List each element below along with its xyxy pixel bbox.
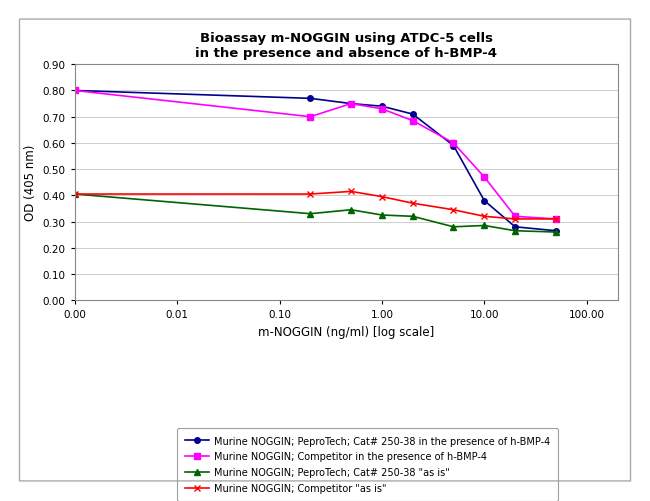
Murine NOGGIN; Competitor in the presence of h-BMP-4 bbox=[306, 114, 314, 120]
Murine NOGGIN; Competitor in the presence of h-BMP-4 bbox=[409, 118, 417, 124]
Murine NOGGIN; PeproTech; Cat# 250-38 in the presence of h-BMP-4 bbox=[511, 224, 519, 230]
Murine NOGGIN; Competitor in the presence of h-BMP-4 bbox=[552, 216, 560, 222]
Title: Bioassay m-NOGGIN using ATDC-5 cells
in the presence and absence of h-BMP-4: Bioassay m-NOGGIN using ATDC-5 cells in … bbox=[195, 32, 497, 60]
Murine NOGGIN; PeproTech; Cat# 250-38 "as is" bbox=[347, 207, 355, 213]
Murine NOGGIN; Competitor "as is" bbox=[71, 191, 79, 197]
Murine NOGGIN; Competitor in the presence of h-BMP-4 bbox=[378, 107, 386, 113]
Murine NOGGIN; Competitor "as is" bbox=[450, 207, 458, 213]
Murine NOGGIN; PeproTech; Cat# 250-38 in the presence of h-BMP-4 bbox=[552, 228, 560, 234]
X-axis label: m-NOGGIN (ng/ml) [log scale]: m-NOGGIN (ng/ml) [log scale] bbox=[258, 325, 434, 338]
Murine NOGGIN; Competitor in the presence of h-BMP-4 bbox=[347, 101, 355, 107]
Murine NOGGIN; PeproTech; Cat# 250-38 in the presence of h-BMP-4 bbox=[71, 88, 79, 94]
Murine NOGGIN; Competitor in the presence of h-BMP-4 bbox=[511, 214, 519, 220]
Murine NOGGIN; PeproTech; Cat# 250-38 "as is" bbox=[552, 229, 560, 235]
Murine NOGGIN; PeproTech; Cat# 250-38 in the presence of h-BMP-4 bbox=[306, 96, 314, 102]
Murine NOGGIN; PeproTech; Cat# 250-38 "as is" bbox=[306, 211, 314, 217]
Murine NOGGIN; PeproTech; Cat# 250-38 in the presence of h-BMP-4 bbox=[450, 143, 458, 149]
Y-axis label: OD (405 nm): OD (405 nm) bbox=[24, 145, 37, 221]
Murine NOGGIN; PeproTech; Cat# 250-38 "as is" bbox=[480, 223, 488, 229]
Legend: Murine NOGGIN; PeproTech; Cat# 250-38 in the presence of h-BMP-4, Murine NOGGIN;: Murine NOGGIN; PeproTech; Cat# 250-38 in… bbox=[177, 428, 558, 501]
Murine NOGGIN; PeproTech; Cat# 250-38 "as is" bbox=[71, 191, 79, 197]
Murine NOGGIN; Competitor "as is" bbox=[347, 189, 355, 195]
Murine NOGGIN; PeproTech; Cat# 250-38 in the presence of h-BMP-4 bbox=[378, 104, 386, 110]
Murine NOGGIN; Competitor in the presence of h-BMP-4 bbox=[71, 88, 79, 94]
Murine NOGGIN; PeproTech; Cat# 250-38 "as is" bbox=[409, 214, 417, 220]
Murine NOGGIN; PeproTech; Cat# 250-38 in the presence of h-BMP-4 bbox=[409, 112, 417, 118]
Murine NOGGIN; Competitor "as is" bbox=[409, 201, 417, 207]
Murine NOGGIN; Competitor "as is" bbox=[480, 214, 488, 220]
Murine NOGGIN; PeproTech; Cat# 250-38 in the presence of h-BMP-4 bbox=[480, 198, 488, 204]
Murine NOGGIN; Competitor "as is" bbox=[511, 216, 519, 222]
Line: Murine NOGGIN; Competitor "as is": Murine NOGGIN; Competitor "as is" bbox=[72, 189, 558, 222]
Murine NOGGIN; Competitor "as is" bbox=[552, 216, 560, 222]
Murine NOGGIN; PeproTech; Cat# 250-38 "as is" bbox=[450, 224, 458, 230]
Murine NOGGIN; Competitor "as is" bbox=[378, 194, 386, 200]
Murine NOGGIN; PeproTech; Cat# 250-38 "as is" bbox=[511, 228, 519, 234]
Line: Murine NOGGIN; PeproTech; Cat# 250-38 "as is": Murine NOGGIN; PeproTech; Cat# 250-38 "a… bbox=[72, 192, 558, 235]
Murine NOGGIN; Competitor "as is" bbox=[306, 191, 314, 197]
Line: Murine NOGGIN; PeproTech; Cat# 250-38 in the presence of h-BMP-4: Murine NOGGIN; PeproTech; Cat# 250-38 in… bbox=[72, 89, 558, 234]
Murine NOGGIN; Competitor in the presence of h-BMP-4 bbox=[480, 175, 488, 181]
Murine NOGGIN; PeproTech; Cat# 250-38 "as is" bbox=[378, 212, 386, 218]
Murine NOGGIN; Competitor in the presence of h-BMP-4 bbox=[450, 141, 458, 147]
Murine NOGGIN; PeproTech; Cat# 250-38 in the presence of h-BMP-4 bbox=[347, 101, 355, 107]
Line: Murine NOGGIN; Competitor in the presence of h-BMP-4: Murine NOGGIN; Competitor in the presenc… bbox=[72, 89, 558, 222]
